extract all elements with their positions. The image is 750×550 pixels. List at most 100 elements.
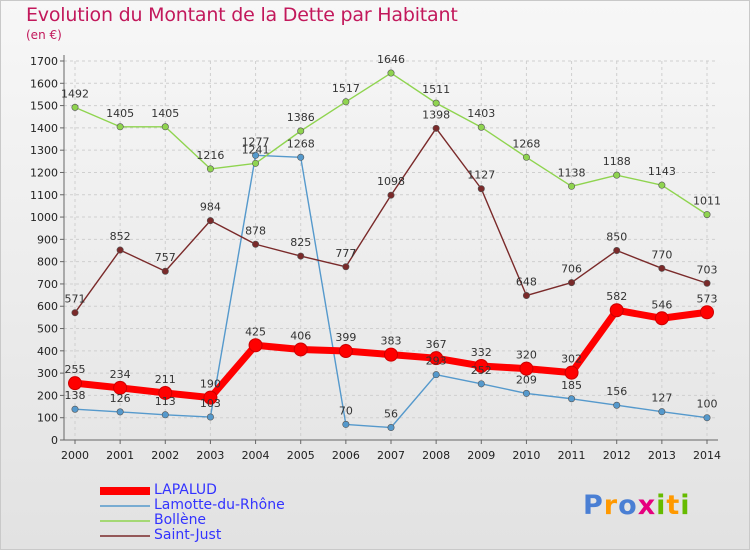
data-label: 703 (697, 263, 718, 276)
data-point (342, 420, 350, 428)
x-tick-label: 2002 (151, 449, 179, 462)
data-label: 546 (651, 298, 672, 311)
legend-label: Bollène (154, 512, 207, 528)
data-point (206, 165, 214, 173)
grid-lines (64, 60, 718, 441)
data-label: 126 (110, 392, 131, 405)
data-point (568, 279, 576, 287)
data-label: 1646 (377, 53, 405, 66)
y-tick-label: 1100 (30, 189, 58, 202)
y-tick-label: 1300 (30, 144, 58, 157)
data-point (658, 264, 666, 272)
data-point (613, 401, 621, 409)
data-point (161, 267, 169, 275)
y-tick-label: 100 (37, 412, 58, 425)
series-group (68, 69, 714, 432)
data-label: 1143 (648, 165, 676, 178)
data-label: 878 (245, 224, 266, 237)
logo-letter: i (656, 490, 667, 521)
y-tick-labels: 0 100 200 300 400 500 600 700 800 900 1000 1100 1200… (30, 55, 58, 447)
data-label: 302 (561, 353, 582, 366)
y-tick-label: 1200 (30, 166, 58, 179)
data-point (342, 98, 350, 106)
y-tick-label: 200 (37, 389, 58, 402)
data-label: 367 (426, 338, 447, 351)
x-tick-label: 2004 (242, 449, 270, 462)
logo-letter: t (666, 490, 681, 521)
data-label: 1127 (467, 169, 495, 182)
logo-letter: o (618, 490, 638, 521)
y-tick-label: 1000 (30, 211, 58, 224)
data-label: 1138 (558, 166, 586, 179)
data-label: 399 (335, 331, 356, 344)
data-label: 103 (200, 397, 221, 410)
data-point (613, 171, 621, 179)
data-label: 156 (606, 385, 627, 398)
data-label: 571 (65, 293, 86, 306)
data-label: 1188 (603, 155, 631, 168)
data-point (519, 361, 534, 376)
data-point (432, 124, 440, 132)
data-label: 1277 (242, 135, 270, 148)
data-label: 383 (381, 335, 402, 348)
y-tick-label: 0 (51, 434, 58, 447)
data-point (703, 279, 711, 287)
data-point (116, 408, 124, 416)
legend-label: Saint-Just (154, 527, 222, 543)
data-point (293, 342, 308, 357)
data-point (609, 303, 624, 318)
data-label: 648 (516, 276, 537, 289)
x-tick-label: 2001 (106, 449, 134, 462)
data-label: 1405 (106, 107, 134, 120)
x-tick-label: 2005 (287, 449, 315, 462)
data-point (568, 182, 576, 190)
y-tick-label: 400 (37, 345, 58, 358)
data-label: 1268 (512, 137, 540, 150)
proxiti-logo: Proxiti (583, 490, 691, 521)
y-tick-label: 1700 (30, 55, 58, 68)
data-label: 1405 (151, 107, 179, 120)
data-point (203, 390, 218, 405)
y-tick-label: 600 (37, 300, 58, 313)
data-label: 1098 (377, 175, 405, 188)
legend-label: LAPALUD (154, 482, 217, 498)
x-tick-labels: 2000 2001 2002 2003 2004 2005 2006 2007 2008 2009… (61, 449, 721, 462)
data-point (71, 309, 79, 317)
data-label: 777 (335, 247, 356, 260)
y-tick-label: 1500 (30, 100, 58, 113)
chart-unit: (en €) (26, 28, 62, 42)
data-point (113, 380, 128, 395)
data-point (658, 181, 666, 189)
data-point (522, 389, 530, 397)
data-point (71, 103, 79, 111)
data-label: 70 (339, 404, 353, 417)
data-label: 234 (110, 368, 131, 381)
data-point (432, 99, 440, 107)
data-point (477, 185, 485, 193)
data-label: 757 (155, 251, 176, 264)
data-point (252, 240, 260, 248)
data-point (297, 153, 305, 161)
data-point (116, 246, 124, 254)
data-label: 1216 (196, 149, 224, 162)
data-label: 1511 (422, 83, 450, 96)
x-tick-label: 2003 (196, 449, 224, 462)
data-point (68, 376, 82, 391)
data-label: 1011 (693, 195, 721, 208)
data-label: 100 (697, 398, 718, 411)
data-point (703, 414, 711, 422)
x-tick-label: 2010 (512, 449, 540, 462)
data-label: 211 (155, 373, 176, 386)
data-label: 425 (245, 325, 266, 338)
y-tick-label: 1600 (30, 77, 58, 90)
data-point (703, 211, 711, 219)
data-point (432, 371, 440, 379)
data-point (252, 151, 260, 159)
data-label: 984 (200, 201, 221, 214)
data-label: 1398 (422, 108, 450, 121)
data-label: 320 (516, 349, 537, 362)
data-label: 138 (65, 389, 86, 402)
data-label: 850 (606, 231, 627, 244)
y-tick-label: 800 (37, 256, 58, 269)
